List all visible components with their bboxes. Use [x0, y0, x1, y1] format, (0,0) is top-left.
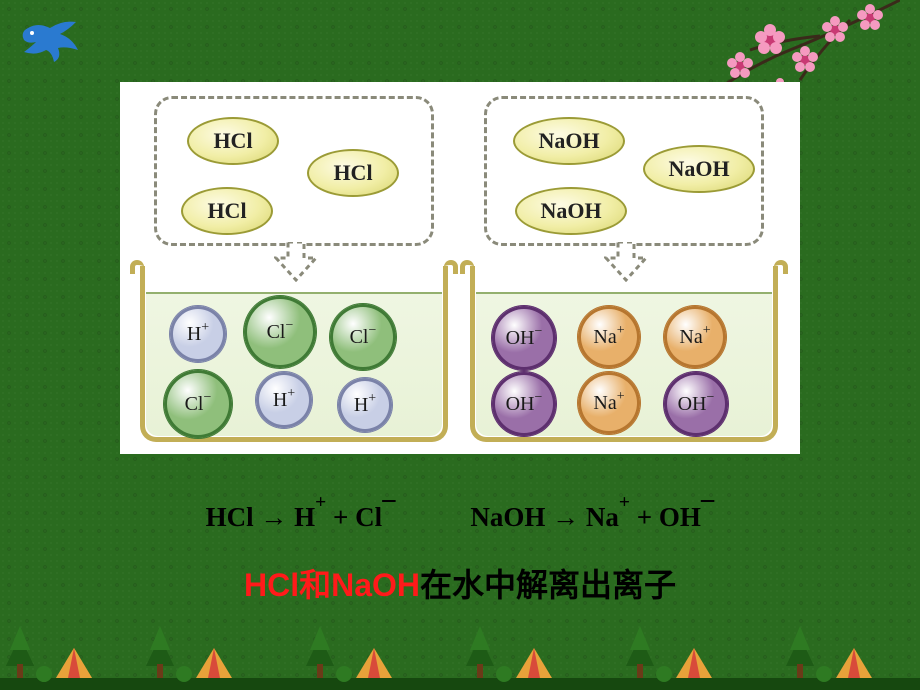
molecule-oval: NaOH [513, 117, 625, 165]
caption-red: HCl和NaOH [244, 567, 420, 603]
hcl-beaker: H+Cl−Cl−Cl−H+H+ [140, 266, 448, 442]
caption: HCl和NaOH在水中解离出离子 [0, 560, 920, 606]
ion-h: H+ [256, 372, 312, 428]
diagram-naoh: NaOHNaOHNaOH OH−Na+Na+OH−Na+OH− [464, 92, 784, 442]
molecule-oval: HCl [307, 149, 399, 197]
naoh-source-box: NaOH NaOH NaOH [484, 96, 764, 246]
ion-h: H+ [170, 306, 226, 362]
molecule-oval: HCl [181, 187, 273, 235]
diagram-hcl: HClHClHCl H+Cl−Cl−Cl−H+H+ [134, 92, 454, 442]
ion-oh: OH− [664, 372, 728, 436]
ion-cl: Cl− [330, 304, 396, 370]
ion-na: Na+ [578, 306, 640, 368]
equation-naoh: NaOH → Na+ + OH [470, 500, 714, 533]
bird-decoration [18, 18, 80, 64]
naoh-beaker: OH−Na+Na+OH−Na+OH− [470, 266, 778, 442]
diagram-panel: HClHClHCl H+Cl−Cl−Cl−H+H+ NaOHNaOHNaOH O… [120, 82, 800, 454]
ion-na: Na+ [578, 372, 640, 434]
hcl-source-box: HCl HCl HCl [154, 96, 434, 246]
molecule-oval: NaOH [643, 145, 755, 193]
ion-h: H+ [338, 378, 392, 432]
equation-hcl: HCl → H+ + Cl [206, 500, 396, 533]
ion-oh: OH− [492, 372, 556, 436]
ion-oh: OH− [492, 306, 556, 370]
molecule-oval: NaOH [515, 187, 627, 235]
ion-na: Na+ [664, 306, 726, 368]
equations-row: HCl → H+ + Cl NaOH → Na+ + OH [0, 500, 920, 533]
molecule-oval: HCl [187, 117, 279, 165]
caption-rest: 在水中解离出离子 [420, 567, 676, 603]
footer-scene-decoration [0, 620, 920, 690]
ion-cl: Cl− [244, 296, 316, 368]
ion-cl: Cl− [164, 370, 232, 438]
